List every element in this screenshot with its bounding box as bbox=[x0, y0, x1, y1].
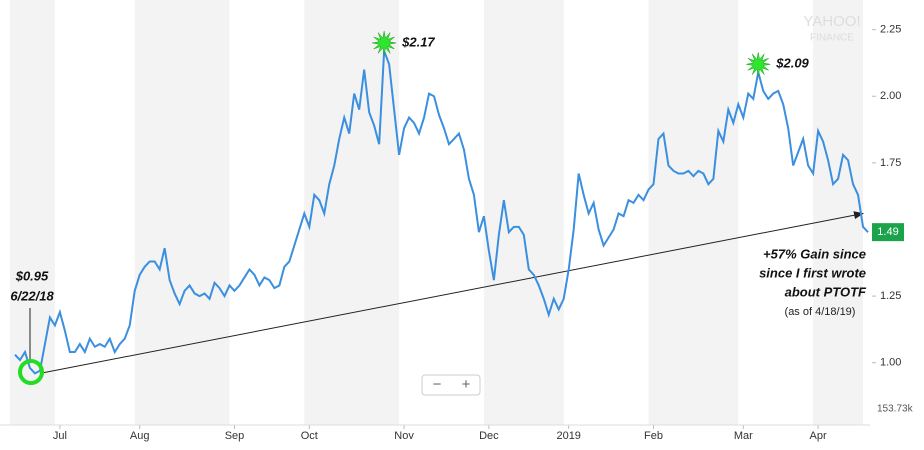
last-price-badge bbox=[872, 223, 904, 242]
x-tick-label: Oct bbox=[301, 430, 318, 442]
zoom-out[interactable]: − bbox=[433, 376, 442, 393]
annotation: $2.17 bbox=[401, 34, 435, 49]
last-price: 1.49 bbox=[877, 226, 898, 238]
price-line bbox=[14, 50, 869, 375]
zoom-box bbox=[421, 374, 481, 396]
annotation: $2.09 bbox=[775, 56, 809, 71]
y-tick-label: 1.00 bbox=[880, 357, 901, 369]
annotation: 6/22/18 bbox=[10, 288, 54, 303]
y-tick-label: 1.25 bbox=[880, 290, 901, 302]
x-tick-label: 2019 bbox=[556, 430, 580, 442]
starburst bbox=[372, 30, 397, 56]
month-band bbox=[304, 0, 400, 425]
x-tick-label: Nov bbox=[394, 430, 414, 442]
annotation: about PTOTF bbox=[785, 284, 867, 299]
month-band bbox=[134, 0, 230, 425]
x-tick-label: Aug bbox=[130, 430, 150, 442]
annotation: $0.95 bbox=[15, 268, 49, 283]
month-band bbox=[648, 0, 739, 425]
x-tick-label: Apr bbox=[810, 430, 827, 442]
annotation: (as of 4/18/19) bbox=[785, 306, 856, 318]
zoom-in[interactable]: + bbox=[462, 376, 471, 393]
annotation: since I first wrote bbox=[759, 265, 866, 280]
trend-arrow bbox=[39, 211, 864, 374]
x-tick-label: Mar bbox=[734, 430, 753, 442]
y-tick-label: 1.75 bbox=[880, 157, 901, 169]
x-tick-label: Feb bbox=[644, 430, 663, 442]
starburst bbox=[746, 52, 771, 77]
y-tick-label: 2.00 bbox=[880, 90, 901, 102]
x-tick-label: Dec bbox=[479, 430, 499, 442]
zoom-controls: − + bbox=[421, 374, 481, 396]
start-marker bbox=[18, 359, 44, 385]
month-band bbox=[10, 0, 55, 425]
x-tick-label: Sep bbox=[225, 430, 245, 442]
volume-label: 153.73k bbox=[877, 404, 914, 415]
x-tick-label: Jul bbox=[53, 430, 67, 442]
month-band bbox=[813, 0, 863, 425]
watermark: FINANCE bbox=[810, 33, 854, 44]
annotation: +57% Gain since bbox=[763, 246, 866, 261]
background bbox=[10, 0, 863, 425]
month-band bbox=[483, 0, 564, 425]
watermark: YAHOO! bbox=[803, 13, 860, 30]
y-tick-label: 2.25 bbox=[880, 24, 901, 36]
